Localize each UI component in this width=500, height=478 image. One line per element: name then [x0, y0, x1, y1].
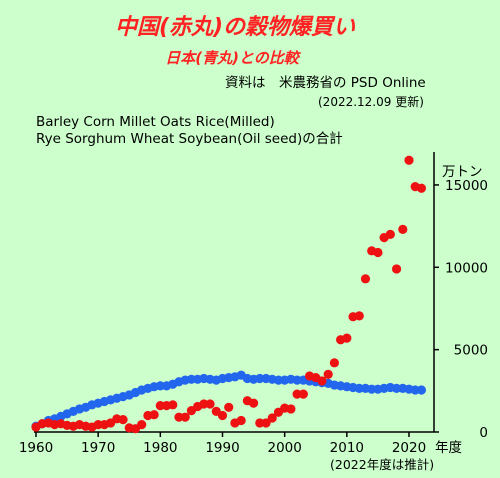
x-tick-label: 2000 [267, 440, 301, 456]
y-tick-label: 10000 [445, 260, 488, 276]
source-line-2: (2022.12.09 更新) [318, 94, 424, 109]
china-point [168, 400, 178, 410]
china-point [323, 369, 333, 379]
china-point [267, 413, 277, 423]
china-point [217, 410, 228, 421]
china-point [286, 404, 296, 414]
china-point [342, 333, 352, 343]
ticks-layer: 1960 1970 1980 1990 2000 2010 2020 0 5000 10000 15… [19, 178, 488, 456]
y-unit-label: 万トン [442, 164, 483, 180]
x-tick-label: 1970 [81, 440, 115, 456]
china-point [360, 274, 371, 284]
china-point [373, 247, 383, 258]
chart-subtitle: 日本(青丸)との比較 [165, 49, 302, 67]
x-tick-label: 1960 [19, 440, 53, 456]
estimate-note: (2022年度は推計) [330, 457, 434, 472]
china-point [416, 183, 427, 193]
x-tick-label: 1980 [143, 440, 177, 456]
x-unit-label: 年度 [435, 440, 462, 456]
china-point [149, 410, 159, 420]
description-line-2: Rye Sorghum Wheat Soybean(Oil seed)の合計 [36, 131, 343, 147]
china-point [205, 399, 215, 409]
japan-series [31, 370, 427, 431]
x-tick-label: 2010 [330, 440, 364, 456]
china-point [224, 402, 234, 412]
y-tick-label: 0 [479, 425, 488, 441]
china-point [118, 415, 128, 425]
china-point [391, 264, 402, 274]
description-line-1: Barley Corn Millet Oats Rice(Milled) [36, 114, 275, 130]
y-tick-label: 15000 [445, 178, 488, 194]
china-point [248, 398, 259, 408]
china-point [298, 389, 308, 399]
china-point [329, 358, 339, 368]
x-tick-label: 2020 [392, 440, 426, 456]
series-layer [31, 155, 427, 434]
china-point [261, 418, 271, 428]
china-point [404, 155, 414, 165]
china-point [180, 412, 190, 422]
x-tick-label: 1990 [205, 440, 239, 456]
chart-title: 中国(赤丸)の穀物爆買い [115, 15, 356, 40]
source-line-1: 資料は 米農務省の PSD Online [225, 75, 426, 91]
china-point [137, 419, 147, 430]
china-point [385, 229, 395, 239]
china-point [317, 376, 327, 386]
china-point [354, 311, 364, 321]
china-series [31, 155, 427, 434]
china-point [398, 224, 408, 235]
y-tick-label: 5000 [454, 343, 488, 359]
japan-point [416, 385, 427, 395]
china-point [236, 415, 246, 426]
